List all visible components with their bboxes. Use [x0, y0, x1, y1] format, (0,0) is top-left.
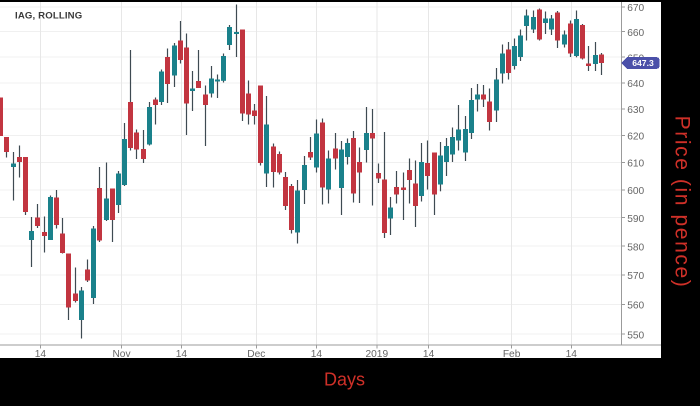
svg-text:600: 600 — [627, 186, 644, 197]
svg-text:14: 14 — [35, 349, 47, 360]
svg-text:Days: Days — [324, 370, 365, 390]
svg-text:550: 550 — [627, 331, 644, 342]
svg-text:14: 14 — [176, 349, 188, 360]
svg-text:14: 14 — [311, 349, 323, 360]
svg-text:610: 610 — [627, 159, 644, 170]
svg-text:14: 14 — [423, 349, 435, 360]
svg-text:Nov: Nov — [112, 349, 131, 360]
svg-text:647.3: 647.3 — [632, 58, 654, 68]
svg-text:560: 560 — [627, 301, 644, 312]
svg-text:570: 570 — [627, 271, 644, 282]
svg-text:Dec: Dec — [247, 349, 265, 360]
svg-text:590: 590 — [627, 214, 644, 225]
svg-text:Feb: Feb — [503, 349, 521, 360]
svg-text:14: 14 — [566, 349, 578, 360]
svg-text:Price (in pence): Price (in pence) — [671, 116, 694, 289]
svg-text:580: 580 — [627, 242, 644, 253]
svg-text:640: 640 — [627, 79, 644, 90]
svg-text:IAG, ROLLING: IAG, ROLLING — [15, 10, 82, 21]
svg-text:2019: 2019 — [365, 349, 388, 360]
svg-text:670: 670 — [627, 3, 644, 14]
svg-text:620: 620 — [627, 132, 644, 143]
svg-text:630: 630 — [627, 105, 644, 116]
svg-text:660: 660 — [627, 28, 644, 39]
